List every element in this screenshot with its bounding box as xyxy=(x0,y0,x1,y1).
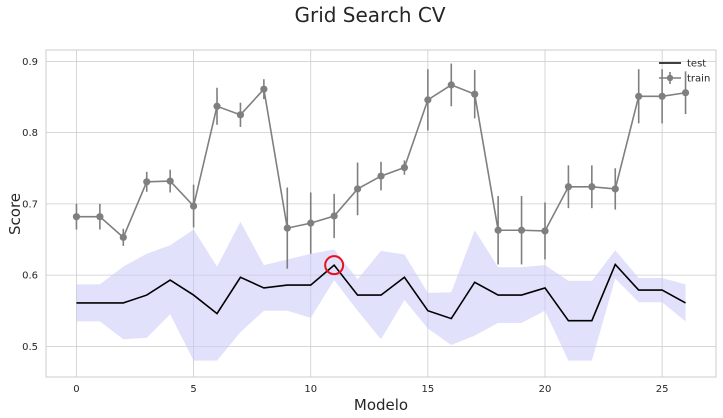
x-tick-label: 10 xyxy=(304,384,317,395)
x-tick-label: 5 xyxy=(190,384,196,395)
y-tick-label: 0.9 xyxy=(22,57,38,68)
x-tick-label: 20 xyxy=(539,384,552,395)
train-point xyxy=(400,163,409,172)
test-line xyxy=(76,262,686,322)
train-point xyxy=(471,90,479,98)
train-point xyxy=(72,213,81,221)
train-point xyxy=(236,111,245,119)
legend-train-label: train xyxy=(687,74,710,85)
train-point xyxy=(658,92,666,100)
y-tick-label: 0.7 xyxy=(22,199,38,210)
train-point xyxy=(143,178,151,186)
train-point xyxy=(681,89,690,97)
train-point xyxy=(517,226,526,234)
legend-test-label: test xyxy=(687,59,706,70)
train-point xyxy=(564,183,573,191)
y-tick-label: 0.6 xyxy=(22,271,38,282)
train-point xyxy=(96,213,104,221)
train-point xyxy=(307,219,315,227)
train-point xyxy=(213,102,221,110)
x-tick-label: 25 xyxy=(656,384,669,395)
train-point xyxy=(447,81,455,89)
x-tick-label: 15 xyxy=(421,384,434,395)
plot-area: 0 5 10 15 20 25 0.5 0.6 0.7 0.8 0.9 xyxy=(22,49,717,395)
train-point xyxy=(283,224,291,232)
chart-title: Grid Search CV xyxy=(294,3,445,27)
train-point xyxy=(635,92,643,100)
y-tick-label: 0.5 xyxy=(22,342,38,353)
y-tick-label: 0.8 xyxy=(22,128,38,139)
train-point xyxy=(494,226,502,234)
train-point xyxy=(330,212,338,220)
train-point xyxy=(424,96,432,104)
y-axis-label: Score xyxy=(6,193,24,235)
x-tick-label: 0 xyxy=(73,384,79,395)
train-point xyxy=(189,202,198,210)
train-point xyxy=(353,185,362,193)
train-point xyxy=(588,183,596,191)
train-point xyxy=(260,85,268,93)
legend: test train xyxy=(659,59,710,85)
best-model-marker xyxy=(324,255,345,276)
axes-frame xyxy=(45,49,717,378)
train-point xyxy=(166,177,174,185)
train-point xyxy=(119,233,127,241)
train-point xyxy=(541,227,549,235)
legend-train-marker xyxy=(666,74,674,82)
train-point xyxy=(611,185,619,193)
test-std-band xyxy=(76,221,686,361)
train-point xyxy=(377,172,385,180)
x-axis-label: Modelo xyxy=(354,396,408,414)
